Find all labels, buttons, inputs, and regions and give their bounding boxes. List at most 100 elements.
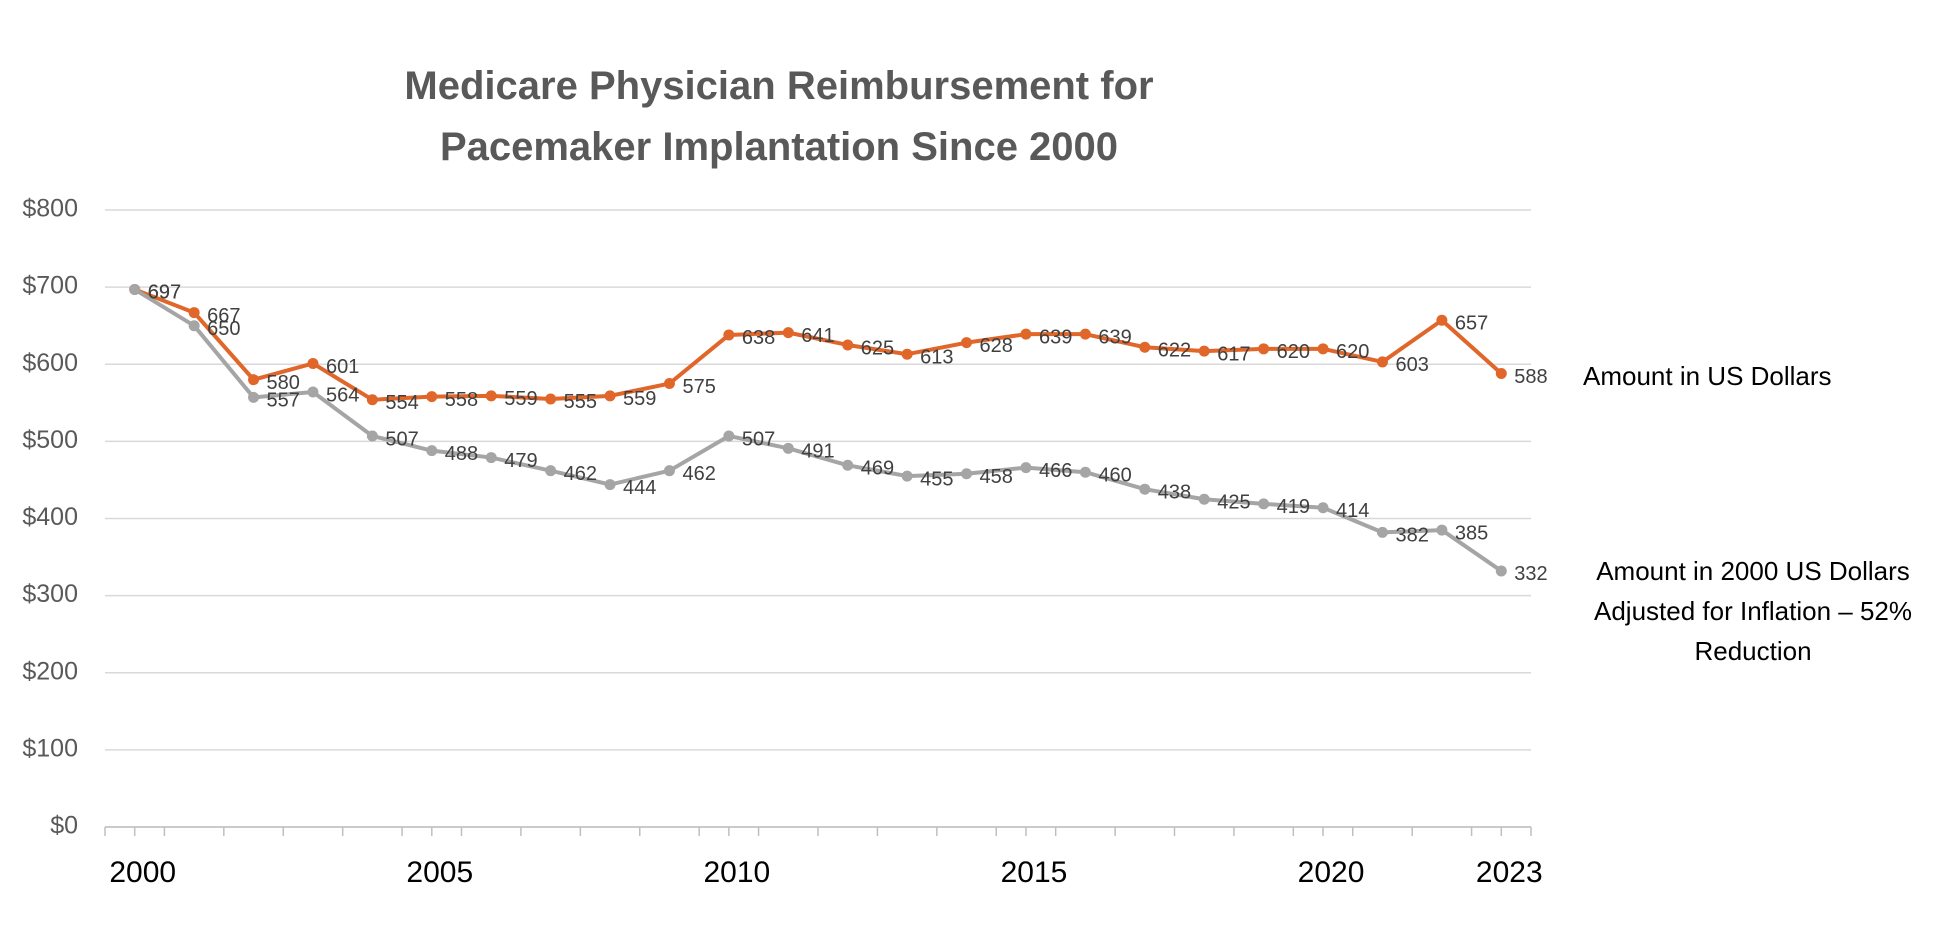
data-label: 558 <box>445 389 478 411</box>
data-point <box>485 452 497 464</box>
data-label: 697 <box>148 282 181 304</box>
data-label: 469 <box>861 458 894 480</box>
data-label: 639 <box>1098 326 1131 348</box>
data-label: 620 <box>1277 341 1310 363</box>
y-tick-label: $100 <box>22 734 78 762</box>
data-label: 462 <box>682 463 715 485</box>
data-label: 382 <box>1395 525 1428 547</box>
data-point <box>545 393 557 405</box>
y-tick-label: $600 <box>22 349 78 377</box>
data-point <box>485 390 497 402</box>
data-point <box>1020 462 1032 474</box>
data-point <box>1020 328 1032 340</box>
data-point <box>1139 483 1151 495</box>
data-label: 466 <box>1039 460 1072 482</box>
data-point <box>366 394 378 406</box>
data-point <box>1495 368 1507 380</box>
data-point <box>307 386 319 398</box>
data-label: 462 <box>564 463 597 485</box>
data-point <box>1317 502 1329 514</box>
data-point <box>248 391 260 403</box>
data-point <box>426 391 438 403</box>
data-label: 622 <box>1158 340 1191 362</box>
series-label: Amount in 2000 US Dollars Adjusted for I… <box>1594 556 1912 666</box>
data-label: 620 <box>1336 341 1369 363</box>
data-label: 625 <box>861 337 894 359</box>
data-label: 554 <box>385 392 418 414</box>
data-point <box>1258 343 1270 355</box>
y-tick-label: $300 <box>22 580 78 608</box>
data-point <box>663 378 675 390</box>
data-point <box>723 329 735 341</box>
y-tick-label: $400 <box>22 503 78 531</box>
data-label: 557 <box>267 390 300 412</box>
data-point <box>188 320 200 332</box>
data-label: 650 <box>207 318 240 340</box>
data-point <box>901 470 913 482</box>
x-tick-label: 2023 <box>1476 856 1543 889</box>
data-label: 488 <box>445 443 478 465</box>
x-tick-label: 2020 <box>1298 856 1365 889</box>
data-label: 444 <box>623 477 656 499</box>
data-point <box>723 430 735 442</box>
x-tick-label: 2000 <box>109 856 176 889</box>
data-label: 657 <box>1455 313 1488 335</box>
data-point <box>961 337 973 349</box>
series-line <box>133 287 1503 402</box>
data-point <box>901 348 913 360</box>
data-label: 617 <box>1217 343 1250 365</box>
y-tick-label: $500 <box>22 426 78 454</box>
data-label: 580 <box>267 372 300 394</box>
data-label: 438 <box>1158 481 1191 503</box>
series-label: Amount in US Dollars <box>1583 361 1832 391</box>
data-point <box>545 465 557 477</box>
data-point <box>1436 524 1448 536</box>
data-point <box>1317 343 1329 355</box>
data-label: 507 <box>742 428 775 450</box>
data-label: 479 <box>504 450 537 472</box>
data-label: 491 <box>801 441 834 463</box>
data-label: 458 <box>980 466 1013 488</box>
y-tick-label: $800 <box>22 195 78 223</box>
data-point <box>1376 356 1388 368</box>
data-label: 601 <box>326 356 359 378</box>
data-point <box>1079 466 1091 478</box>
data-point <box>782 442 794 454</box>
data-point <box>129 283 141 295</box>
data-point <box>307 357 319 369</box>
data-point <box>1079 328 1091 340</box>
data-label: 455 <box>920 468 953 490</box>
data-point <box>1436 314 1448 326</box>
y-tick-label: $0 <box>50 812 78 840</box>
data-label: 559 <box>504 388 537 410</box>
data-label: 588 <box>1514 366 1547 388</box>
data-label: 564 <box>326 384 359 406</box>
data-point <box>1198 493 1210 505</box>
data-label: 425 <box>1217 492 1250 514</box>
data-point <box>842 339 854 351</box>
data-label: 559 <box>623 388 656 410</box>
data-point <box>604 479 616 491</box>
data-label: 641 <box>801 325 834 347</box>
data-point <box>1198 345 1210 357</box>
data-point <box>426 445 438 457</box>
y-tick-label: $200 <box>22 657 78 685</box>
data-point <box>663 465 675 477</box>
data-point <box>1376 526 1388 538</box>
data-point <box>1258 498 1270 510</box>
data-label: 507 <box>385 428 418 450</box>
series-line <box>133 287 1503 573</box>
data-label: 639 <box>1039 326 1072 348</box>
data-point <box>782 327 794 339</box>
data-point <box>961 468 973 480</box>
data-point <box>842 459 854 471</box>
data-label: 555 <box>564 391 597 413</box>
data-label: 414 <box>1336 500 1369 522</box>
data-label: 332 <box>1514 563 1547 585</box>
data-point <box>188 307 200 319</box>
data-label: 419 <box>1277 496 1310 518</box>
data-point <box>248 374 260 386</box>
x-tick-label: 2005 <box>406 856 473 889</box>
